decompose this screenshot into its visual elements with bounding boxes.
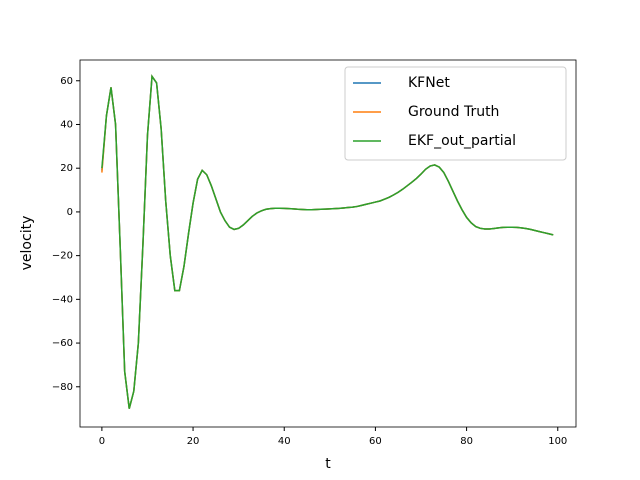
y-tick-label: −60 xyxy=(52,338,73,349)
legend-box xyxy=(344,66,567,161)
x-tick-label: 40 xyxy=(278,436,291,447)
x-tick-label: 60 xyxy=(369,436,382,447)
y-axis-label: velocity xyxy=(19,216,35,271)
y-tick-label: 0 xyxy=(67,207,73,218)
x-tick-label: 80 xyxy=(460,436,473,447)
y-tick-label: −20 xyxy=(52,251,73,262)
y-tick-label: 60 xyxy=(60,76,73,87)
x-tick-label: 100 xyxy=(548,436,567,447)
x-tick-label: 20 xyxy=(187,436,200,447)
plot-frame xyxy=(79,59,577,428)
y-tick-label: −40 xyxy=(52,294,73,305)
y-tick-label: −80 xyxy=(52,382,73,393)
x-tick-label: 0 xyxy=(99,436,105,447)
legend-label: Ground Truth xyxy=(408,104,499,120)
x-axis-label: t xyxy=(325,456,331,472)
legend-label: KFNet xyxy=(408,75,450,91)
legend-label: EKF_out_partial xyxy=(408,133,516,149)
y-tick-label: 40 xyxy=(60,119,73,130)
data-line xyxy=(101,74,554,409)
y-tick-label: 20 xyxy=(60,163,73,174)
